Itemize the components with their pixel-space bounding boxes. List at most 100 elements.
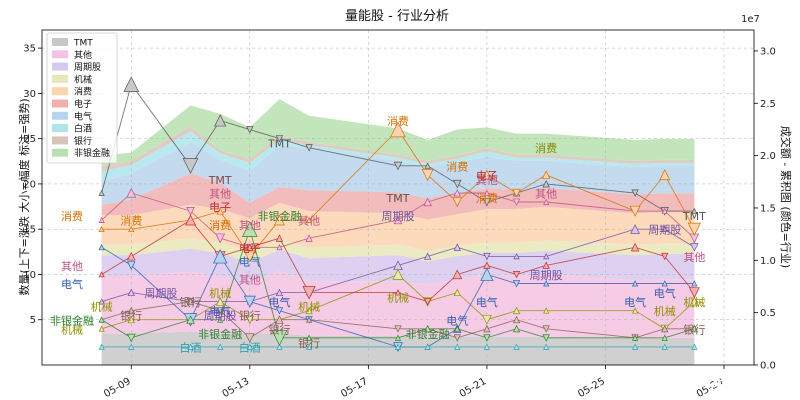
data-point: [98, 325, 105, 332]
data-point: [275, 234, 284, 242]
y2-tick-label: 0.0: [760, 361, 776, 372]
data-point: [246, 343, 253, 350]
y2-tick-label: 2.0: [760, 151, 776, 162]
data-point: [212, 248, 228, 264]
data-point: [453, 334, 461, 342]
data-point: [127, 251, 136, 261]
data-point: [127, 333, 136, 343]
data-point: [215, 297, 225, 306]
data-point: [542, 325, 550, 333]
data-point: [661, 343, 668, 350]
data-point: [454, 343, 461, 350]
data-point: [512, 315, 521, 324]
annotation-label: TMT: [682, 210, 706, 223]
data-point: [127, 288, 135, 297]
count-line-9: [101, 227, 695, 339]
data-point: [542, 180, 550, 188]
legend-label: 白酒: [74, 123, 92, 135]
annotation-label: 其他: [239, 219, 261, 232]
data-point: [483, 252, 491, 261]
data-point: [305, 306, 313, 315]
plot-frame: [41, 29, 755, 366]
annotation-label: 消费: [209, 218, 231, 232]
data-point: [659, 169, 671, 181]
data-point: [689, 296, 700, 307]
count-line-8: [101, 301, 695, 339]
annotation-label: 其他: [476, 174, 498, 187]
annotation-label: 银行: [268, 322, 290, 336]
data-point: [661, 207, 668, 214]
y2-tick-label: 0.5: [760, 308, 776, 319]
data-point: [453, 288, 461, 297]
data-point: [688, 287, 700, 299]
data-point: [275, 288, 284, 297]
data-point: [543, 198, 550, 205]
data-point: [271, 330, 288, 346]
count-markers: [98, 76, 702, 352]
annotation-label: 消费: [61, 209, 83, 223]
data-point: [186, 315, 195, 324]
data-point: [276, 343, 283, 350]
data-point: [306, 316, 313, 323]
annotation-label: 其他: [535, 188, 557, 201]
legend-label: 其他: [74, 49, 92, 61]
data-point: [243, 250, 256, 263]
data-point: [512, 271, 521, 279]
data-point: [390, 121, 406, 138]
data-point: [421, 169, 434, 182]
data-point: [182, 158, 199, 174]
data-point: [241, 221, 258, 237]
annotation-label: 消费: [120, 214, 142, 228]
data-point: [392, 268, 404, 280]
legend-swatch: [52, 62, 68, 71]
data-point: [305, 234, 313, 242]
annotation-label: 周期股: [530, 269, 563, 282]
y-tick-label: 20: [23, 179, 36, 190]
annotation-label: 电气: [61, 277, 83, 291]
data-point: [187, 343, 194, 350]
annotation-label: 消费: [535, 141, 557, 155]
data-point: [691, 343, 698, 350]
annotation-label: 周期股: [204, 310, 237, 323]
annotation-label: TMT: [386, 192, 410, 205]
y2-tick-label: 1.0: [760, 256, 776, 267]
y-tick-label: 10: [23, 270, 36, 281]
annotation-label: 电子: [239, 242, 261, 255]
data-point: [542, 261, 550, 269]
legend-swatch: [52, 74, 68, 83]
legend-swatch: [52, 99, 68, 108]
count-line-0: [101, 83, 695, 212]
data-point: [632, 280, 639, 287]
data-point: [543, 280, 550, 287]
annotation-label: 白酒: [180, 340, 202, 354]
data-point: [126, 187, 137, 198]
data-point: [691, 207, 698, 214]
data-point: [128, 343, 135, 350]
annotation-label: 银行: [120, 309, 142, 323]
data-point: [394, 343, 402, 350]
data-point: [630, 224, 640, 234]
annotation-label: 电气: [268, 295, 290, 309]
annotation-label: 电气: [624, 295, 646, 309]
area-series-5: [101, 173, 695, 220]
data-point: [123, 76, 140, 92]
data-point: [394, 325, 402, 333]
data-point: [453, 243, 461, 251]
data-point: [98, 271, 105, 278]
legend-label: 周期股: [74, 62, 101, 73]
data-point: [394, 334, 402, 341]
legend-label: 消费: [74, 86, 92, 98]
data-point: [454, 325, 461, 332]
legend-label: 机械: [74, 73, 92, 85]
legend-swatch: [52, 111, 68, 120]
data-point: [214, 114, 227, 127]
annotation-label: 周期股: [382, 210, 415, 223]
data-point: [513, 253, 520, 260]
data-point: [244, 333, 255, 343]
annotation-label: 非银金融: [257, 209, 301, 223]
y-tick-label: 5: [30, 315, 36, 326]
data-point: [483, 334, 491, 342]
legend-label: 银行: [74, 135, 92, 147]
data-point: [128, 225, 135, 233]
data-point: [543, 343, 550, 350]
